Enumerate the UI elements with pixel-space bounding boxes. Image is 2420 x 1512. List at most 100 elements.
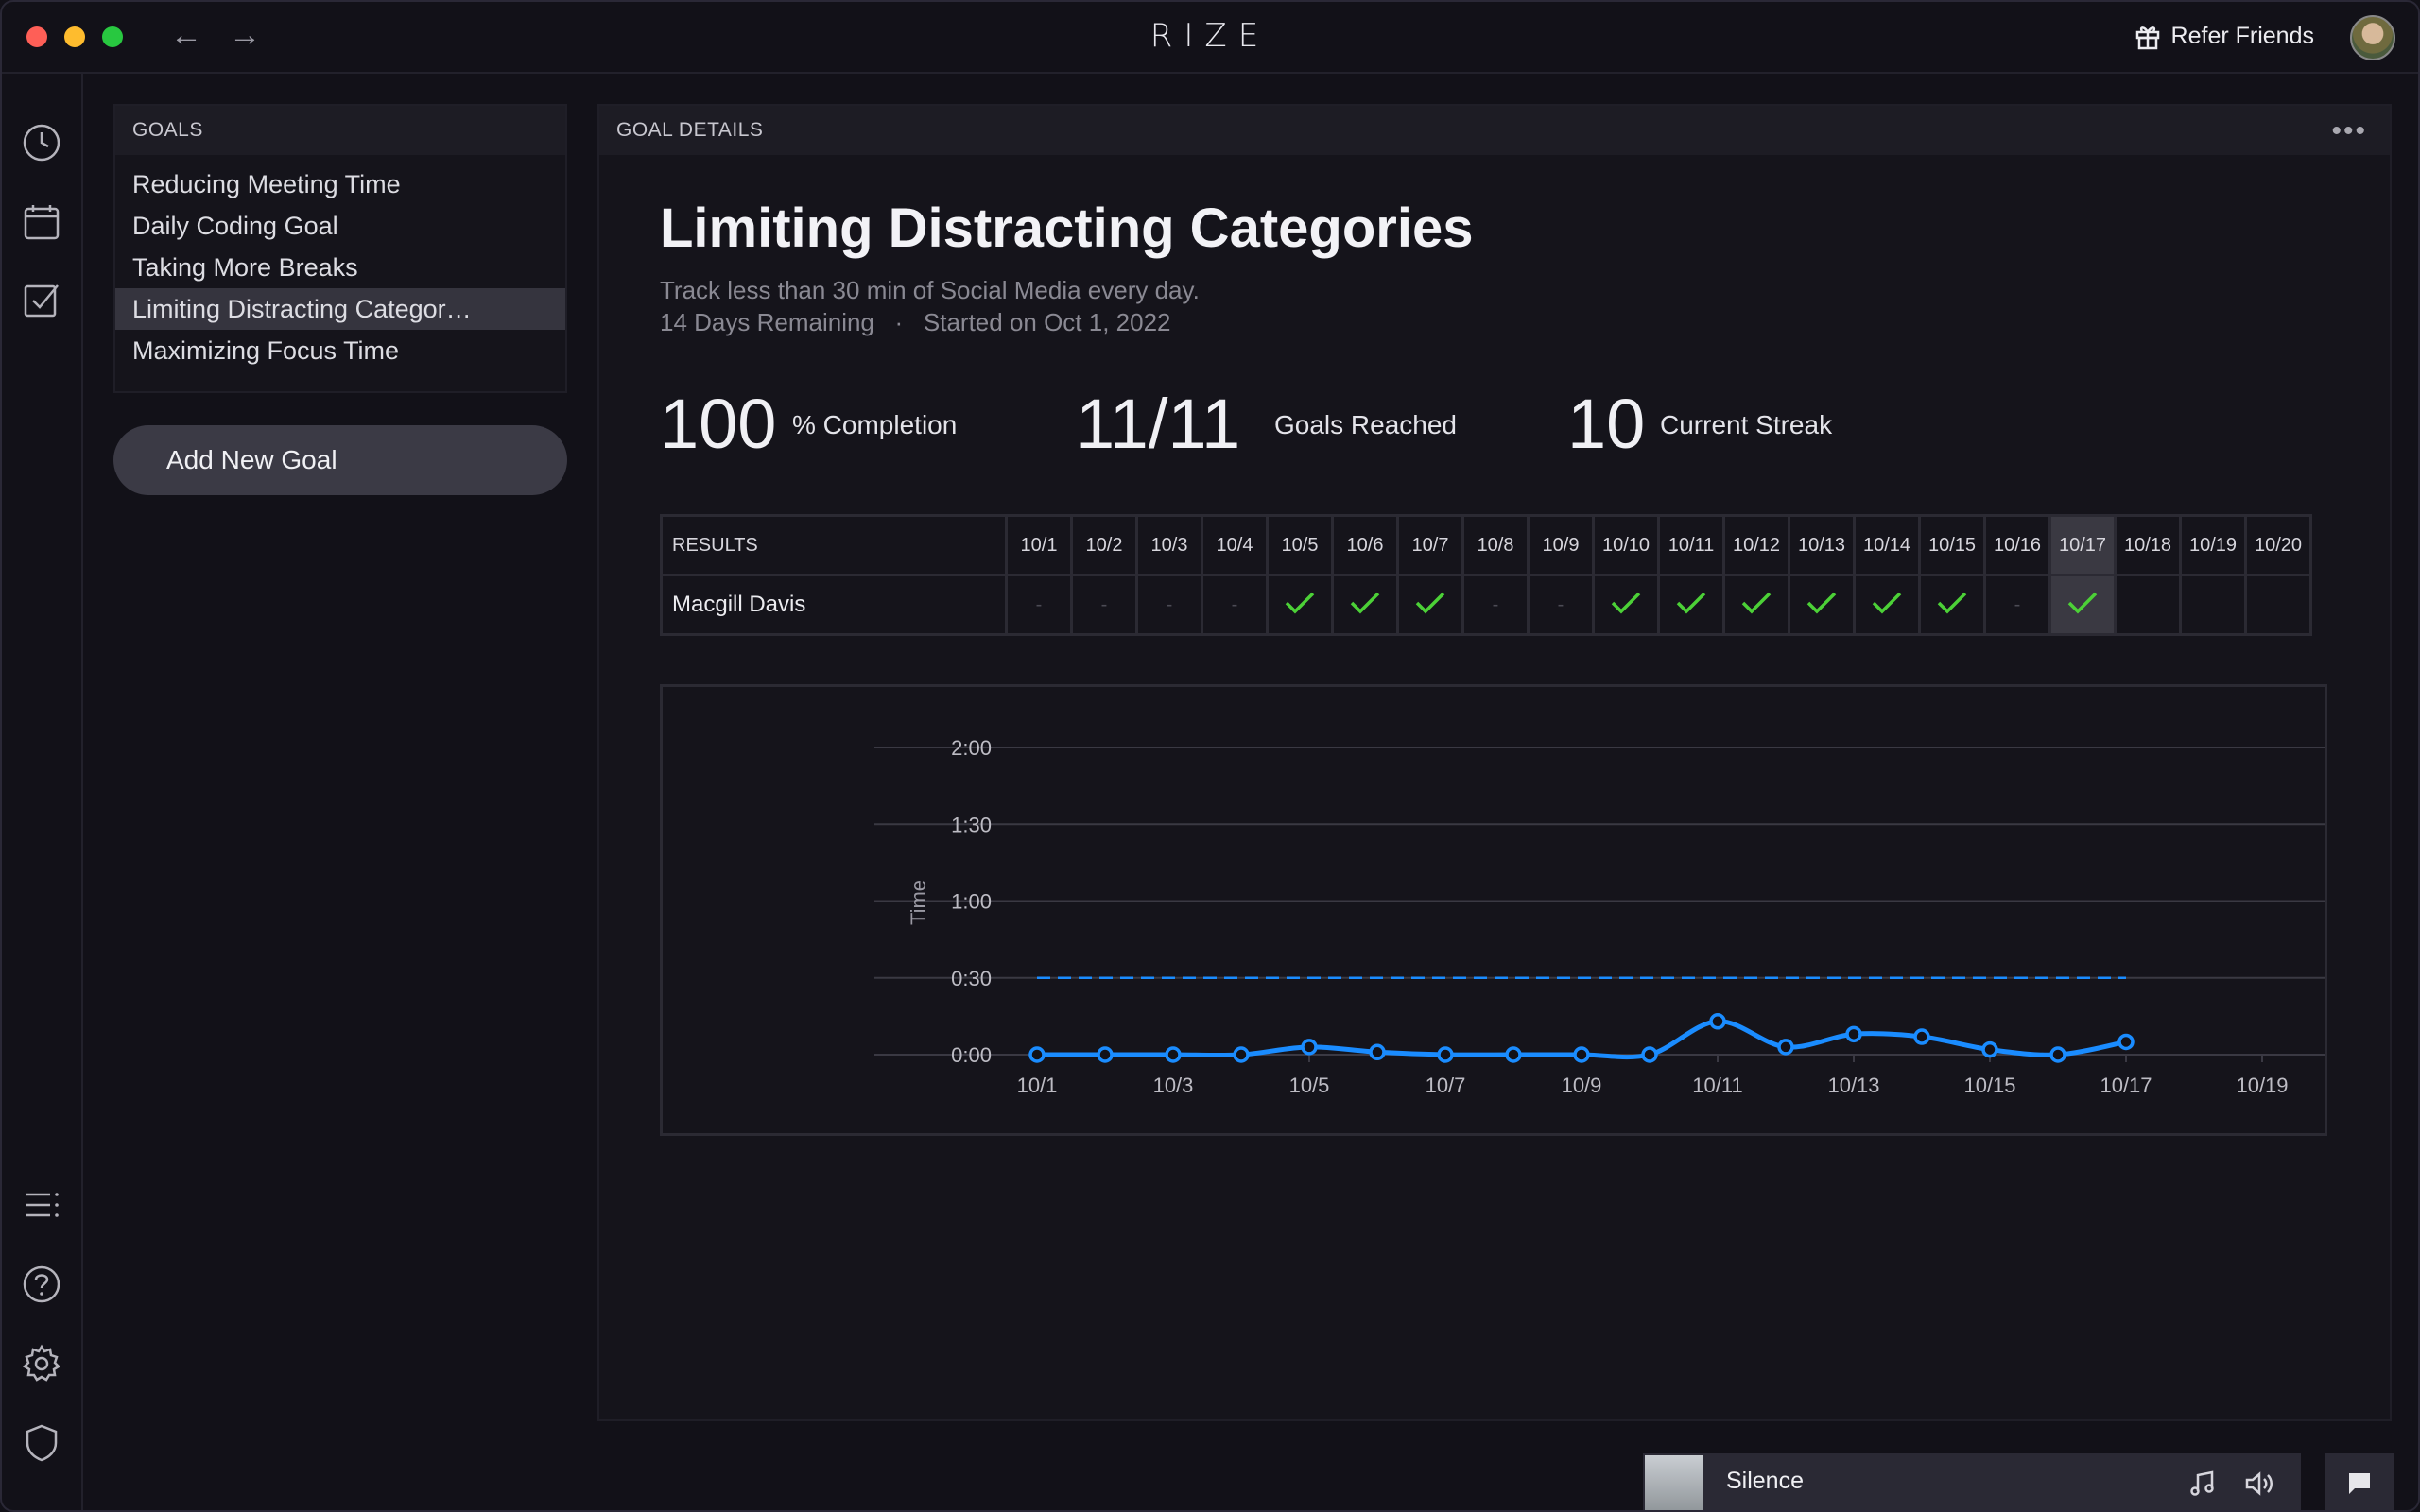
- result-check-icon: [1396, 574, 1464, 636]
- results-day-header: 10/9: [1527, 514, 1595, 576]
- back-arrow-icon[interactable]: ←: [170, 17, 202, 53]
- data-point: [1913, 1028, 1930, 1045]
- y-tick-label: 2:00: [951, 736, 992, 760]
- x-tick-label: 10/17: [2100, 1074, 2152, 1097]
- results-day-header: 10/11: [1657, 514, 1725, 576]
- goal-item-taking-more-breaks[interactable]: Taking More Breaks: [132, 253, 358, 282]
- list-icon[interactable]: [22, 1185, 61, 1225]
- x-tick-label: 10/19: [2236, 1074, 2288, 1097]
- player-title: Silence: [1726, 1468, 1804, 1494]
- results-day-header: 10/15: [1918, 514, 1986, 576]
- volume-icon[interactable]: [2244, 1470, 2274, 1497]
- results-day-header: 10/5: [1266, 514, 1334, 576]
- completion-value: 100: [660, 385, 777, 463]
- time-chart: 2:00 1:30 1:00 0:30 0:00 Time 10/1 10/3 10/5 10/7…: [660, 684, 2327, 1136]
- result-empty-dash: -: [1201, 574, 1269, 636]
- music-player[interactable]: Silence: [1643, 1453, 2301, 1510]
- results-day-header: 10/12: [1722, 514, 1790, 576]
- y-tick-label: 1:30: [951, 813, 992, 836]
- results-day-header: 10/16: [1983, 514, 2051, 576]
- results-day-header: 10/18: [2114, 514, 2182, 576]
- goal-item-limiting-distracting-categories[interactable]: Limiting Distracting Categor…: [115, 288, 565, 330]
- goals-panel: GOALS Reducing Meeting Time Daily Coding…: [113, 104, 567, 393]
- data-point: [1233, 1046, 1250, 1063]
- y-tick-label: 0:30: [951, 967, 992, 990]
- data-point: [1709, 1013, 1726, 1030]
- music-note-icon[interactable]: [2189, 1470, 2216, 1497]
- data-point: [1028, 1046, 1046, 1063]
- help-icon[interactable]: [22, 1264, 61, 1304]
- zoom-window-button[interactable]: [102, 26, 123, 47]
- result-check-icon: [1918, 574, 1986, 636]
- goal-details-panel: GOAL DETAILS •••: [597, 104, 2392, 1421]
- results-day-header: 10/8: [1461, 514, 1530, 576]
- result-check-icon: [1592, 574, 1660, 636]
- goal-item-reducing-meeting-time[interactable]: Reducing Meeting Time: [132, 170, 401, 198]
- results-day-header: 10/6: [1331, 514, 1399, 576]
- goal-item-daily-coding-goal[interactable]: Daily Coding Goal: [132, 212, 338, 240]
- y-axis-label: Time: [907, 880, 930, 925]
- goal-meta: 14 Days Remaining · Started on Oct 1, 20…: [660, 308, 1171, 336]
- results-day-header: 10/7: [1396, 514, 1464, 576]
- data-point: [1097, 1046, 1114, 1063]
- goals-checkbox-icon[interactable]: [22, 280, 61, 319]
- user-avatar[interactable]: [2350, 15, 2395, 60]
- result-empty-dash: -: [1135, 574, 1203, 636]
- result-empty-dash: -: [1461, 574, 1530, 636]
- settings-gear-icon[interactable]: [22, 1344, 61, 1383]
- calendar-icon[interactable]: [22, 202, 61, 242]
- x-tick-label: 10/13: [1827, 1074, 1879, 1097]
- chat-button[interactable]: [2325, 1453, 2394, 1510]
- data-point: [1981, 1040, 1998, 1058]
- result-empty-cell: [2179, 574, 2247, 636]
- results-table-viewport: RESULTS 10/1 10/2 10/3 10/4 10/5 10/6 10/7 10/8 1…: [660, 514, 2327, 639]
- gift-icon: [2135, 26, 2159, 49]
- refer-friends-label: Refer Friends: [2170, 23, 2314, 49]
- data-point: [1505, 1046, 1522, 1063]
- results-day-header: 10/19: [2179, 514, 2247, 576]
- data-point: [1641, 1046, 1658, 1063]
- results-header: RESULTS: [660, 514, 1008, 576]
- result-check-icon: [2048, 574, 2117, 636]
- data-point: [2049, 1046, 2066, 1063]
- refer-friends-button[interactable]: Refer Friends: [2135, 23, 2314, 50]
- result-check-icon: [1722, 574, 1790, 636]
- current-streak-label: Current Streak: [1660, 410, 1833, 439]
- more-options-icon[interactable]: •••: [2331, 115, 2367, 146]
- result-check-icon: [1266, 574, 1334, 636]
- time-chart-svg: 2:00 1:30 1:00 0:30 0:00 Time 10/1 10/3 10/5 10/7…: [874, 736, 2325, 1097]
- data-point: [1573, 1046, 1590, 1063]
- goal-title: Limiting Distracting Categories: [660, 198, 1474, 259]
- y-tick-label: 0:00: [951, 1043, 992, 1067]
- add-new-goal-button[interactable]: Add New Goal: [113, 425, 567, 495]
- chat-bubble-icon: [2349, 1473, 2370, 1494]
- data-point: [1777, 1039, 1794, 1056]
- data-point: [1301, 1039, 1318, 1056]
- title-bar: ← → RIZE Refer Friends: [2, 2, 2418, 74]
- results-day-header: 10/1: [1005, 514, 1073, 576]
- y-tick-label: 1:00: [951, 890, 992, 914]
- results-day-header: 10/14: [1853, 514, 1921, 576]
- left-icon-bar: [2, 74, 83, 1510]
- shield-icon[interactable]: [22, 1423, 61, 1463]
- forward-arrow-icon[interactable]: →: [229, 17, 261, 53]
- results-day-header: 10/2: [1070, 514, 1138, 576]
- data-point: [1369, 1043, 1386, 1061]
- x-tick-label: 10/1: [1017, 1074, 1058, 1097]
- x-tick-label: 10/15: [1963, 1074, 2015, 1097]
- result-empty-dash: -: [1005, 574, 1073, 636]
- x-tick-label: 10/11: [1692, 1074, 1742, 1097]
- x-tick-label: 10/9: [1562, 1074, 1602, 1097]
- close-window-button[interactable]: [26, 26, 47, 47]
- result-empty-dash: -: [1983, 574, 2051, 636]
- results-day-header: 10/17: [2048, 514, 2117, 576]
- result-check-icon: [1657, 574, 1725, 636]
- data-point: [1437, 1046, 1454, 1063]
- minimize-window-button[interactable]: [64, 26, 85, 47]
- results-day-header: 10/13: [1788, 514, 1856, 576]
- album-art: [1645, 1455, 1703, 1510]
- clock-icon[interactable]: [22, 123, 61, 163]
- goal-item-maximizing-focus-time[interactable]: Maximizing Focus Time: [132, 336, 400, 365]
- result-check-icon: [1331, 574, 1399, 636]
